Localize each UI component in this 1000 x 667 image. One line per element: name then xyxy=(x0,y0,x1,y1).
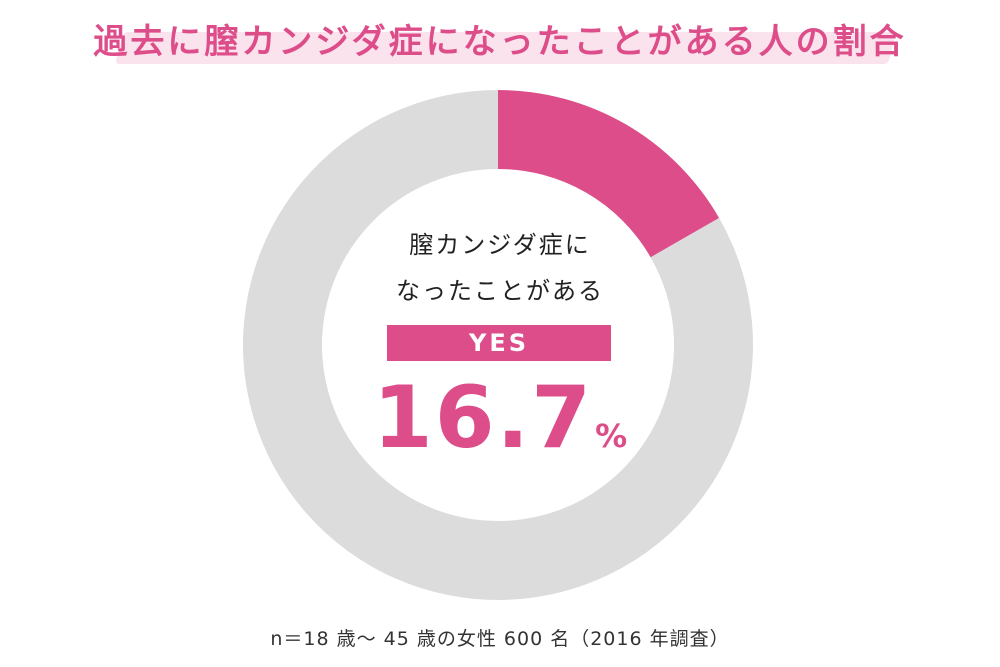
center-label-line-2: なったことがある xyxy=(396,277,604,305)
percent-sign: % xyxy=(595,417,628,455)
percent-value: 16.7% xyxy=(372,368,628,468)
donut-slice-yes xyxy=(498,90,720,258)
sample-note: n＝18 歳〜 45 歳の女性 600 名（2016 年調査） xyxy=(270,628,730,650)
chart-title: 過去に膣カンジダ症になったことがある人の割合 xyxy=(93,22,907,62)
yes-banner: YES xyxy=(387,325,611,361)
percent-number: 16.7 xyxy=(372,368,594,468)
center-label: 膣カンジダ症に なったことがある xyxy=(340,222,660,314)
donut-slice-rest xyxy=(243,90,754,600)
center-label-line-1: 膣カンジダ症に xyxy=(409,231,591,259)
